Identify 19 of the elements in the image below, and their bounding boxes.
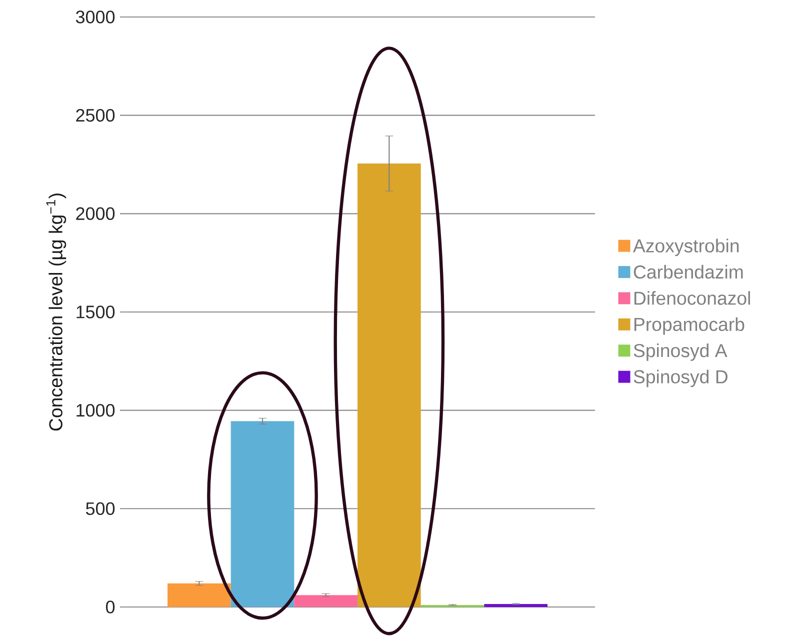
y-tick-label: 1500 [76,306,115,318]
bar [358,164,421,607]
legend-label: Propamocarb [634,317,744,335]
legend-label: Spinosyd A [634,344,728,361]
y-tick-label: 500 [86,502,115,516]
bar [294,595,358,607]
y-tick-label: 2000 [76,207,115,220]
y-tick-label: 0 [106,600,115,614]
y-tick-label: 1000 [76,404,115,417]
legend-label: Spinosyd D [634,370,728,388]
legend-label: Azoxystrobin [632,238,739,256]
y-tick-label: 2500 [76,108,115,122]
bar [230,421,294,607]
legend-label: Carbendazim [634,264,743,279]
y-axis-title: Concentration level (µg kg$^{−1}$) [46,194,66,431]
bar [484,604,548,607]
bar [168,583,231,607]
y-tick-label: 3000 [76,10,115,24]
legend-label: Difenoconazol [634,291,750,305]
